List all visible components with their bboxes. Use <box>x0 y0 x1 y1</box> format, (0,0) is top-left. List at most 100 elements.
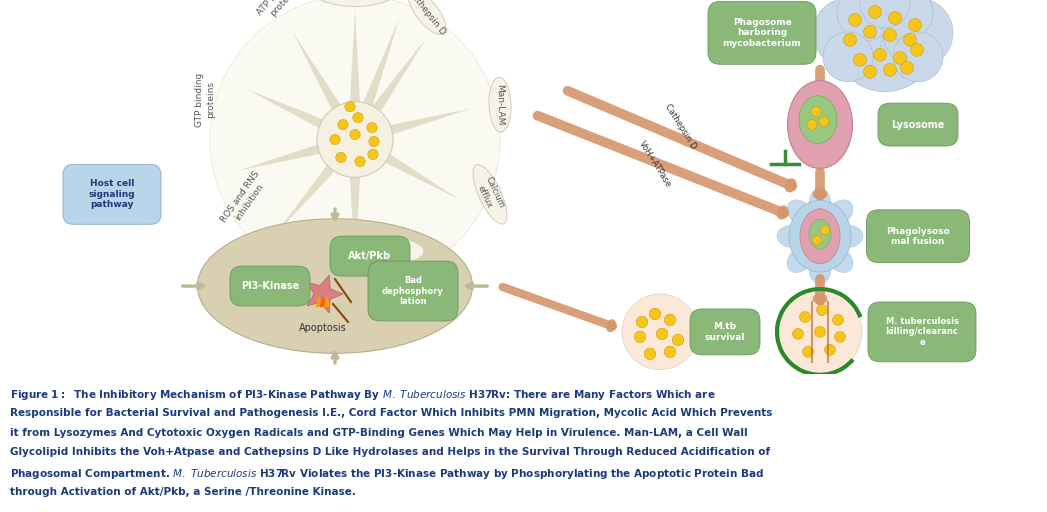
Circle shape <box>819 117 829 126</box>
FancyBboxPatch shape <box>878 103 958 146</box>
Circle shape <box>817 305 827 315</box>
Polygon shape <box>315 295 322 307</box>
Circle shape <box>350 130 360 140</box>
Text: PI3-Kinase: PI3-Kinase <box>241 281 299 291</box>
Ellipse shape <box>489 77 511 132</box>
Circle shape <box>672 334 684 346</box>
Text: Glycolipid Inhibits the Voh+Atpase and Cathepsins D Like Hydrolases and Helps in: Glycolipid Inhibits the Voh+Atpase and C… <box>10 447 771 457</box>
Circle shape <box>821 226 829 234</box>
Text: it from Lysozymes And Cytotoxic Oxygen Radicals and GTP-Binding Genes Which May : it from Lysozymes And Cytotoxic Oxygen R… <box>10 428 749 438</box>
FancyBboxPatch shape <box>868 302 976 362</box>
Ellipse shape <box>198 219 472 353</box>
Circle shape <box>853 53 867 66</box>
Circle shape <box>367 150 378 160</box>
Ellipse shape <box>408 0 446 35</box>
Circle shape <box>338 119 349 130</box>
Circle shape <box>864 66 876 78</box>
Circle shape <box>622 294 698 370</box>
Ellipse shape <box>809 219 831 249</box>
Text: Responsible for Bacterial Survival and Pathogenesis I.E., Cord Factor Which Inhi: Responsible for Bacterial Survival and P… <box>10 408 773 418</box>
Circle shape <box>634 331 646 343</box>
Circle shape <box>649 308 661 319</box>
Circle shape <box>656 328 668 339</box>
Circle shape <box>837 0 893 41</box>
FancyBboxPatch shape <box>330 236 410 276</box>
Circle shape <box>778 290 862 374</box>
Text: Akt/Pkb: Akt/Pkb <box>349 251 392 261</box>
Circle shape <box>802 346 814 357</box>
Circle shape <box>877 0 933 41</box>
FancyBboxPatch shape <box>63 164 161 224</box>
Circle shape <box>900 61 913 74</box>
Polygon shape <box>324 295 331 307</box>
Circle shape <box>355 156 365 166</box>
Ellipse shape <box>809 188 831 218</box>
Polygon shape <box>352 134 459 199</box>
Text: VoH+ATPase: VoH+ATPase <box>638 140 673 189</box>
Circle shape <box>904 33 916 47</box>
FancyBboxPatch shape <box>367 261 458 321</box>
Circle shape <box>848 13 862 27</box>
Ellipse shape <box>336 236 424 266</box>
Circle shape <box>889 11 901 25</box>
Circle shape <box>812 236 822 245</box>
Circle shape <box>834 331 846 343</box>
Circle shape <box>884 28 896 41</box>
Text: $\bf{Figure\ 1:}$  The Inhibitory Mechanism of PI3-Kinase Pathway By $\it{M.\ Tu: $\bf{Figure\ 1:}$ The Inhibitory Mechani… <box>10 388 716 402</box>
Polygon shape <box>319 295 327 307</box>
Polygon shape <box>348 10 362 140</box>
Text: Calcium
efflux: Calcium efflux <box>474 175 506 214</box>
Polygon shape <box>307 275 343 313</box>
Circle shape <box>366 122 377 133</box>
Circle shape <box>864 26 876 38</box>
Circle shape <box>664 346 675 357</box>
Circle shape <box>833 0 937 92</box>
Ellipse shape <box>787 81 852 168</box>
Text: Apoptosis: Apoptosis <box>299 323 347 333</box>
Circle shape <box>344 101 355 112</box>
Ellipse shape <box>787 246 814 272</box>
Circle shape <box>353 113 363 123</box>
Ellipse shape <box>827 200 853 226</box>
Circle shape <box>644 348 655 359</box>
Circle shape <box>637 316 648 328</box>
FancyBboxPatch shape <box>708 2 816 65</box>
Circle shape <box>844 33 856 47</box>
Circle shape <box>800 311 810 323</box>
Circle shape <box>811 106 821 117</box>
Text: Cathepsin D: Cathepsin D <box>406 0 447 36</box>
Ellipse shape <box>800 209 840 264</box>
Ellipse shape <box>777 225 807 247</box>
Text: GTP binding
proteins: GTP binding proteins <box>196 73 215 127</box>
Text: Man-LAM: Man-LAM <box>495 84 505 125</box>
Circle shape <box>860 0 910 28</box>
Text: ATP binding
proteins: ATP binding proteins <box>255 0 305 24</box>
Circle shape <box>814 0 883 68</box>
Circle shape <box>893 32 943 82</box>
Text: Lysosome: Lysosome <box>891 120 944 130</box>
Circle shape <box>824 345 836 355</box>
Circle shape <box>911 44 923 56</box>
Circle shape <box>330 134 340 145</box>
Ellipse shape <box>809 254 831 284</box>
Text: Phagosome
harboring
mycobacterium: Phagosome harboring mycobacterium <box>722 18 801 48</box>
Polygon shape <box>292 32 361 143</box>
Circle shape <box>317 102 393 178</box>
Polygon shape <box>353 109 471 146</box>
Circle shape <box>869 6 882 18</box>
Circle shape <box>815 327 825 337</box>
Polygon shape <box>348 140 362 269</box>
Ellipse shape <box>789 200 851 272</box>
FancyBboxPatch shape <box>867 210 970 263</box>
Text: Cathepsin D: Cathepsin D <box>663 102 697 151</box>
FancyBboxPatch shape <box>230 266 310 306</box>
Text: Bad
dephosphory
lation: Bad dephosphory lation <box>382 276 444 306</box>
Circle shape <box>369 136 379 147</box>
Ellipse shape <box>473 165 507 224</box>
Text: ROS and RNS
inhibition: ROS and RNS inhibition <box>220 169 270 230</box>
Polygon shape <box>274 135 360 235</box>
Text: Host cell
signaling
pathway: Host cell signaling pathway <box>89 179 135 209</box>
Circle shape <box>873 48 887 61</box>
Text: Mycolic acid: Mycolic acid <box>350 246 409 256</box>
Ellipse shape <box>799 96 837 143</box>
